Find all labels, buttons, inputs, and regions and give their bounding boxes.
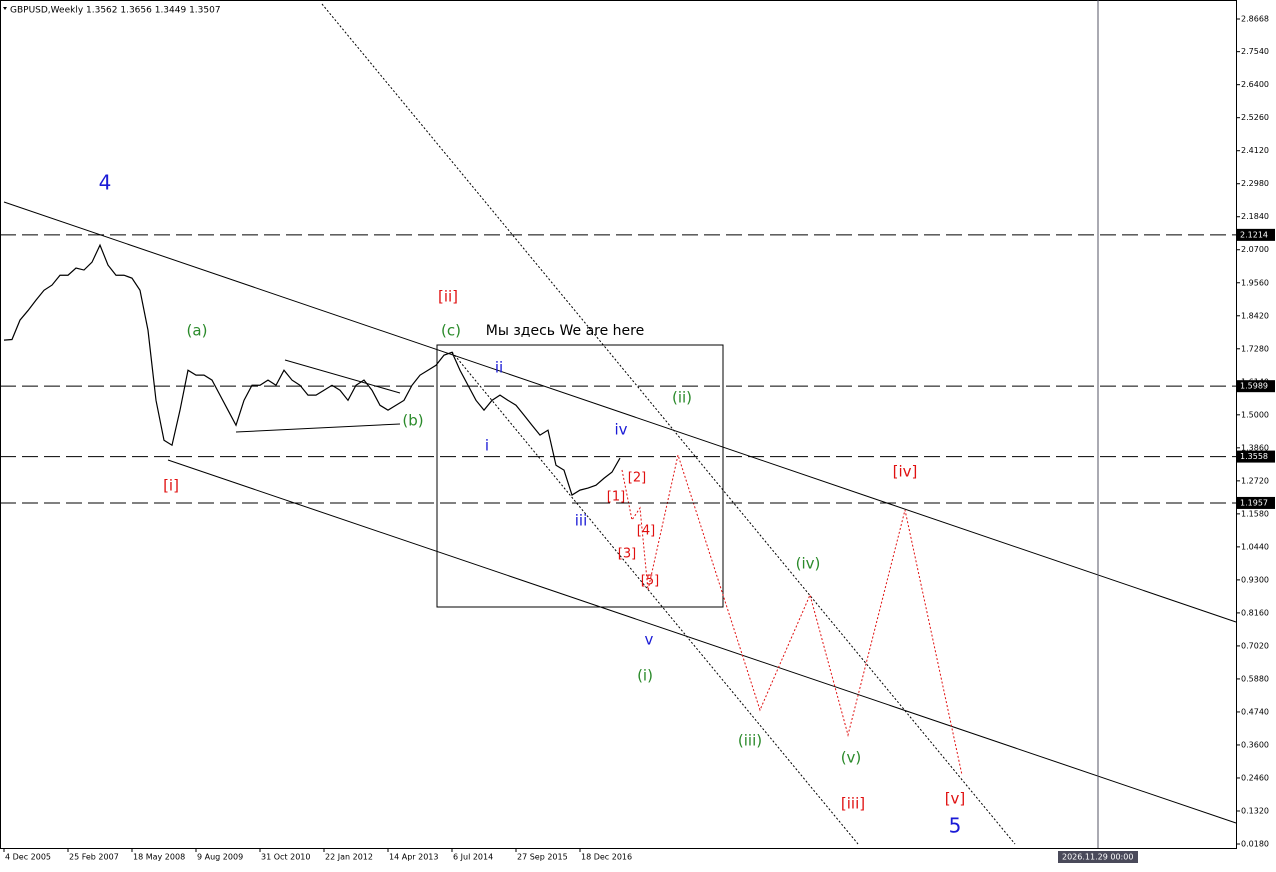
- y-tick-label: 0.2460: [1241, 773, 1269, 782]
- wave-label: (v): [841, 749, 862, 767]
- x-tick-label: 9 Aug 2009: [197, 853, 243, 862]
- wave-label: (i): [637, 667, 653, 685]
- wave-label: (b): [402, 412, 423, 430]
- drawings: [3, 0, 1237, 848]
- x-tick-label: 4 Dec 2005: [5, 853, 51, 862]
- cursor-tag: [1058, 851, 1138, 863]
- y-tick-label: 1.0440: [1241, 542, 1269, 551]
- x-tick-label: 18 May 2008: [133, 853, 185, 862]
- wave-label: [v]: [945, 790, 966, 808]
- x-tick-label: 18 Dec 2016: [581, 853, 632, 862]
- y-tick-label: 2.0700: [1241, 245, 1269, 254]
- y-tick-label: 1.2720: [1241, 476, 1269, 485]
- level-tag: [1237, 450, 1275, 463]
- wave-label: v: [645, 631, 654, 649]
- wave-label: [5]: [641, 574, 659, 589]
- y-tick-label: 1.8420: [1241, 311, 1269, 320]
- wave-label: iii: [575, 512, 588, 530]
- level-tag: [1237, 496, 1275, 509]
- y-tick-label: 1.3860: [1241, 443, 1269, 452]
- y-tick-label: 1.7280: [1241, 344, 1269, 353]
- x-tick-label: 22 Jan 2012: [325, 853, 373, 862]
- x-tick-label: 27 Sep 2015: [517, 853, 568, 862]
- wave-label: [1]: [607, 490, 625, 505]
- y-tick-label: 0.0180: [1241, 840, 1269, 849]
- wave-label: [ii]: [438, 288, 458, 306]
- x-tick-label: 6 Jul 2014: [453, 853, 493, 862]
- y-tick-label: 1.9560: [1241, 278, 1269, 287]
- wave-label: (iv): [796, 555, 821, 573]
- chart-title: GBPUSD,Weekly 1.3562 1.3656 1.3449 1.350…: [10, 6, 221, 16]
- level-label: 1.3558: [1240, 452, 1268, 461]
- wave-label: ii: [495, 359, 503, 377]
- y-tick-label: 2.7540: [1241, 47, 1269, 56]
- y-tick-label: 0.9300: [1241, 575, 1269, 584]
- wave-label: (a): [187, 322, 208, 340]
- level-tag: [1237, 228, 1275, 241]
- y-tick-label: 1.1580: [1241, 509, 1269, 518]
- y-tick-label: 2.1840: [1241, 212, 1269, 221]
- dotted-trendline: [321, 3, 1016, 845]
- y-tick-label: 0.4740: [1241, 707, 1269, 716]
- wave-label: [iii]: [841, 795, 865, 813]
- wave-label: [iv]: [893, 463, 918, 481]
- projected-path: [621, 453, 963, 776]
- triangle-line: [235, 423, 401, 433]
- wave-label: [3]: [618, 547, 636, 562]
- y-tick-label: 2.6400: [1241, 80, 1269, 89]
- plot-frame: [0, 0, 1237, 849]
- wave-label: (ii): [672, 389, 692, 407]
- level-label: 1.5989: [1240, 382, 1268, 391]
- wave-label: [i]: [163, 477, 179, 495]
- y-tick-label: 2.8668: [1241, 15, 1269, 24]
- wave-label: 5: [949, 814, 962, 838]
- y-tick-label: 1.5000: [1241, 410, 1269, 419]
- wave-label: (iii): [738, 732, 762, 750]
- y-tick-label: 2.5260: [1241, 113, 1269, 122]
- upper-channel: [3, 201, 1237, 623]
- level-label: 2.1214: [1240, 230, 1268, 239]
- x-tick-label: 31 Oct 2010: [261, 853, 310, 862]
- wave-label: [2]: [628, 471, 646, 486]
- y-tick-label: 2.4120: [1241, 146, 1269, 155]
- wave-label: i: [485, 437, 489, 455]
- y-tick-label: 0.8160: [1241, 608, 1269, 617]
- y-tick-label: 2.2980: [1241, 179, 1269, 188]
- triangle-line: [284, 359, 401, 394]
- wave-label: (c): [441, 322, 461, 340]
- x-tick-label: 14 Apr 2013: [389, 853, 438, 862]
- lower-channel: [167, 459, 1237, 824]
- y-tick-label: 0.3600: [1241, 740, 1269, 749]
- wave-label: Мы здесь We are here: [486, 323, 644, 339]
- y-tick-label: 0.1320: [1241, 806, 1269, 815]
- wave-label: [4]: [637, 524, 655, 539]
- focus-box: [436, 344, 724, 608]
- title-arrow: [3, 7, 7, 10]
- wave-label: 4: [99, 171, 112, 195]
- level-tag: [1237, 380, 1275, 393]
- price-line: [3, 243, 621, 496]
- wave-label: iv: [614, 421, 627, 439]
- y-tick-label: 0.7020: [1241, 641, 1269, 650]
- x-tick-label: 25 Feb 2007: [69, 853, 119, 862]
- cursor-label: 2026.11.29 00:00: [1062, 853, 1133, 862]
- y-tick-label: 0.5880: [1241, 674, 1269, 683]
- level-label: 1.1957: [1240, 498, 1268, 507]
